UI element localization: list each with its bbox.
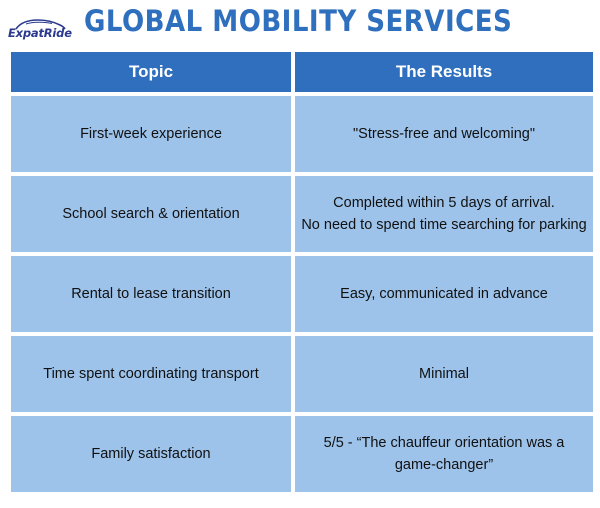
table-row: Rental to lease transition Easy, communi… (11, 256, 593, 332)
table-row: First-week experience "Stress-free and w… (11, 96, 593, 172)
result-line: Completed within 5 days of arrival. (333, 195, 555, 211)
result-cell: Easy, communicated in advance (295, 256, 593, 332)
page-header: ExpatRide GLOBAL MOBILITY SERVICES (0, 0, 600, 48)
column-header-results: The Results (295, 52, 593, 92)
table-row: Family satisfaction 5/5 - “The chauffeur… (11, 416, 593, 492)
car-silhouette-icon (15, 19, 66, 30)
result-cell: Minimal (295, 336, 593, 412)
topic-cell: First-week experience (11, 96, 291, 172)
page-title: GLOBAL MOBILITY SERVICES (84, 4, 513, 38)
table-header-row: Topic The Results (11, 52, 593, 92)
logo-text: ExpatRide (8, 26, 72, 40)
result-line: Minimal (419, 366, 469, 382)
table-row: School search & orientation Completed wi… (11, 176, 593, 252)
result-line: Easy, communicated in advance (340, 286, 548, 302)
result-line: No need to spend time searching for park… (301, 217, 587, 233)
result-line: game-changer” (394, 457, 494, 473)
topic-cell: Time spent coordinating transport (11, 336, 291, 412)
result-line: 5/5 - “The chauffeur orientation was a (323, 435, 565, 451)
topic-cell: Rental to lease transition (11, 256, 291, 332)
topic-cell: School search & orientation (11, 176, 291, 252)
expatride-logo: ExpatRide (8, 18, 72, 42)
topic-cell: Family satisfaction (11, 416, 291, 492)
result-cell: "Stress-free and welcoming" (295, 96, 593, 172)
results-table: Topic The Results First-week experience … (7, 48, 597, 496)
column-header-topic: Topic (11, 52, 291, 92)
table-row: Time spent coordinating transport Minima… (11, 336, 593, 412)
result-cell: 5/5 - “The chauffeur orientation was a g… (295, 416, 593, 492)
result-line: "Stress-free and welcoming" (353, 126, 535, 142)
result-cell: Completed within 5 days of arrival. No n… (295, 176, 593, 252)
